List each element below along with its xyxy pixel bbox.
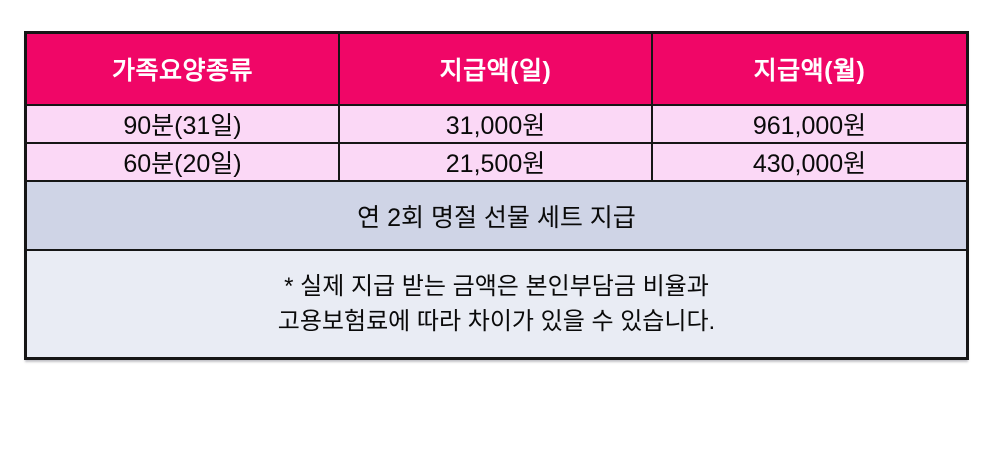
cell-value: 60분(20일) xyxy=(123,150,242,178)
header-label: 가족요양종류 xyxy=(111,57,253,85)
footnote-row: * 실제 지급 받는 금액은 본인부담금 비율과 고용보험료에 따라 차이가 있… xyxy=(27,251,966,357)
table-cell-row2-monthly: 430,000원 xyxy=(653,144,966,182)
cell-value: 90분(31일) xyxy=(123,112,242,140)
header-cell-care-type: 가족요양종류 xyxy=(27,34,340,106)
cell-value: 21,500원 xyxy=(445,150,546,178)
header-label: 지급액(월) xyxy=(753,57,866,85)
table-cell-row1-type: 90분(31일) xyxy=(27,106,340,144)
footnote-line: 고용보험료에 따라 차이가 있을 수 있습니다. xyxy=(277,308,716,335)
header-cell-monthly-pay: 지급액(월) xyxy=(653,34,966,106)
cell-value: 430,000원 xyxy=(752,150,867,178)
cell-value: 961,000원 xyxy=(752,112,867,140)
footnote-line: * 실제 지급 받는 금액은 본인부담금 비율과 xyxy=(284,273,709,300)
header-label: 지급액(일) xyxy=(439,57,552,85)
table-cell-row2-daily: 21,500원 xyxy=(340,144,653,182)
cell-value: 31,000원 xyxy=(445,112,546,140)
table-cell-row1-monthly: 961,000원 xyxy=(653,106,966,144)
benefits-table: 가족요양종류 지급액(일) 지급액(월) 90분(31일) 31,000원 96… xyxy=(24,31,969,360)
table-grid: 가족요양종류 지급액(일) 지급액(월) 90분(31일) 31,000원 96… xyxy=(27,34,966,357)
table-cell-row1-daily: 31,000원 xyxy=(340,106,653,144)
header-cell-daily-pay: 지급액(일) xyxy=(340,34,653,106)
notice-text: 연 2회 명절 선물 세트 지급 xyxy=(357,203,636,232)
notice-row: 연 2회 명절 선물 세트 지급 xyxy=(27,182,966,251)
table-cell-row2-type: 60분(20일) xyxy=(27,144,340,182)
